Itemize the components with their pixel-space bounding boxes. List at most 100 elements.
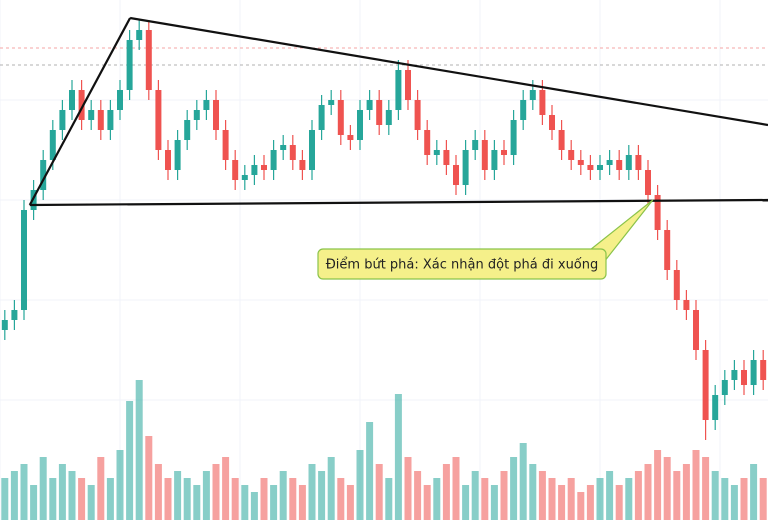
candle-body	[299, 160, 306, 170]
volume-bar	[202, 471, 210, 520]
volume-bar	[692, 450, 700, 520]
candle-body	[606, 160, 613, 165]
volume-bar	[318, 471, 326, 520]
candle-body	[309, 130, 315, 170]
annotation-pointer	[589, 199, 654, 263]
candle-body	[126, 40, 133, 90]
candle-layer	[1, 20, 767, 440]
volume-bar	[145, 436, 153, 520]
candle-body	[702, 350, 709, 420]
volume-bar	[212, 464, 220, 520]
candle-body	[328, 100, 335, 105]
candle-body	[558, 130, 565, 150]
volume-bar	[20, 464, 28, 520]
volume-bar	[462, 485, 470, 520]
candle-body	[289, 145, 296, 160]
volume-bar	[606, 471, 614, 520]
candle-body	[366, 100, 373, 110]
candle-body	[347, 135, 354, 140]
candle-body	[750, 360, 757, 385]
volume-bar	[490, 485, 498, 520]
candle-body	[385, 110, 392, 125]
volume-bar	[702, 457, 710, 520]
candle-body	[741, 370, 747, 385]
volume-bar	[308, 464, 316, 520]
volume-bar	[327, 457, 335, 520]
candle-body	[635, 155, 642, 170]
volume-bar	[721, 478, 729, 520]
candle-body	[549, 115, 555, 130]
volume-bar	[126, 401, 134, 520]
volume-bar	[260, 478, 268, 520]
volume-bar	[654, 450, 662, 520]
candle-body	[424, 130, 431, 155]
candle-body	[11, 310, 18, 320]
candle-body	[270, 150, 277, 170]
candle-body	[616, 160, 623, 170]
volume-bar	[558, 485, 566, 520]
trendline	[29, 198, 768, 207]
volume-bar	[298, 485, 306, 520]
candle-body	[165, 150, 171, 170]
candle-body	[414, 100, 421, 130]
volume-bar	[385, 478, 393, 520]
volume-bar	[193, 485, 201, 520]
volume-bar	[222, 457, 230, 520]
candle-body	[395, 70, 402, 110]
candle-body	[97, 110, 104, 130]
volume-bar	[231, 478, 239, 520]
candle-body	[1, 320, 8, 330]
volume-layer	[1, 380, 767, 520]
candle-body	[481, 140, 488, 170]
volume-bar	[1, 478, 9, 520]
candle-body	[49, 130, 56, 160]
volume-bar	[106, 478, 114, 520]
volume-bar	[673, 471, 681, 520]
candle-body	[117, 90, 123, 110]
volume-bar	[615, 485, 623, 520]
volume-bar	[538, 471, 546, 520]
candle-body	[760, 360, 767, 380]
candle-body	[443, 150, 450, 165]
volume-bar	[423, 485, 431, 520]
volume-bar	[414, 471, 422, 520]
candle-body	[453, 165, 459, 185]
trendline	[129, 16, 768, 127]
candle-body	[529, 90, 536, 100]
volume-bar	[500, 471, 508, 520]
volume-bar	[270, 485, 278, 520]
annotation: Điểm bứt phá: Xác nhận đột phá đi xuống	[317, 199, 654, 280]
volume-bar	[154, 464, 162, 520]
volume-bar	[442, 464, 450, 520]
candle-body	[433, 150, 440, 155]
candle-body	[318, 105, 325, 130]
volume-bar	[529, 464, 537, 520]
candle-body	[673, 270, 680, 300]
candle-body	[597, 165, 603, 170]
candle-body	[405, 70, 411, 100]
candle-body	[712, 395, 719, 420]
annotation-box	[317, 248, 607, 280]
candle-body	[251, 165, 258, 175]
volume-bar	[663, 457, 671, 520]
volume-bar	[39, 457, 47, 520]
candle-body	[107, 110, 114, 130]
volume-bar	[404, 457, 412, 520]
candle-body	[222, 130, 229, 160]
candle-body	[174, 140, 181, 170]
candle-body	[184, 120, 191, 140]
volume-bar	[68, 471, 76, 520]
volume-bar	[567, 478, 575, 520]
candle-body	[155, 90, 162, 150]
volume-bar	[116, 450, 124, 520]
candle-body	[21, 210, 27, 310]
volume-bar	[596, 478, 604, 520]
candle-body	[136, 30, 143, 40]
candle-body	[721, 380, 728, 395]
candle-body	[78, 90, 85, 120]
volume-bar	[577, 492, 585, 520]
candle-body	[376, 100, 383, 125]
volume-bar	[634, 471, 642, 520]
volume-bar	[289, 478, 297, 520]
